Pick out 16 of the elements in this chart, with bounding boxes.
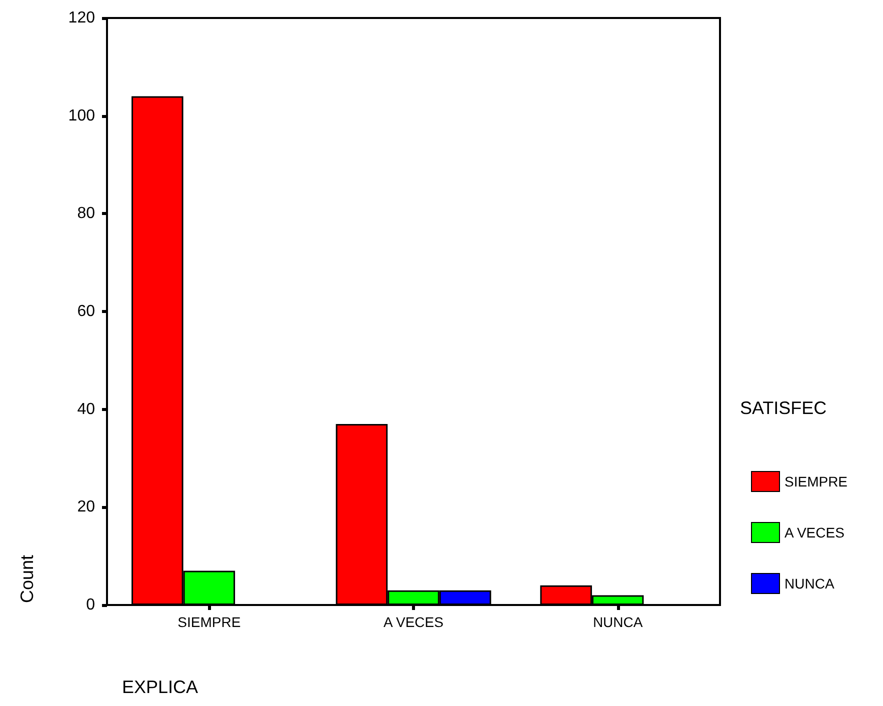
y-tick-label: 120 — [68, 10, 96, 26]
y-tick-label: 20 — [77, 498, 96, 516]
x-tick-label: SIEMPRE — [178, 614, 241, 630]
y-axis-title: Count — [17, 554, 37, 604]
y-tick-label: 60 — [77, 303, 96, 320]
x-axis-title: EXPLICA — [122, 677, 198, 697]
legend-label: SIEMPRE — [784, 474, 848, 490]
x-tick-label: NUNCA — [592, 614, 644, 630]
y-tick-label: 80 — [77, 205, 96, 222]
x-tick-label: A VECES — [384, 614, 444, 630]
legend-label: NUNCA — [784, 576, 835, 592]
y-tick-label: 0 — [86, 596, 96, 614]
y-tick-label: 100 — [68, 107, 96, 124]
y-tick-label: 40 — [77, 400, 96, 418]
legend-label: A VECES — [784, 524, 844, 540]
legend-title: SATISFEC — [740, 398, 827, 418]
